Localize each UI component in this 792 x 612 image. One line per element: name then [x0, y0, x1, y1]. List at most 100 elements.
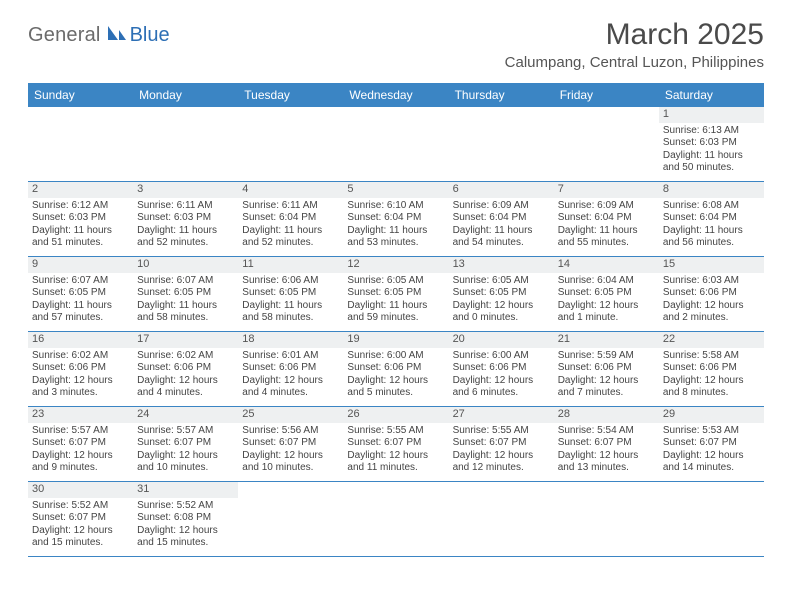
header: General Blue March 2025 Calumpang, Centr…	[0, 0, 792, 77]
week-row: 16Sunrise: 6:02 AMSunset: 6:06 PMDayligh…	[28, 332, 764, 407]
daylight-text: Daylight: 12 hours and 15 minutes.	[137, 525, 234, 550]
daylight-text: Daylight: 12 hours and 2 minutes.	[663, 300, 760, 325]
logo: General Blue	[28, 24, 170, 47]
empty-cell	[343, 482, 448, 556]
sunset-text: Sunset: 6:03 PM	[32, 212, 129, 225]
day-cell: 13Sunrise: 6:05 AMSunset: 6:05 PMDayligh…	[449, 257, 554, 331]
sunrise-text: Sunrise: 6:09 AM	[558, 200, 655, 213]
day-number: 12	[343, 257, 448, 273]
day-number: 5	[343, 182, 448, 198]
day-number: 29	[659, 407, 764, 423]
daylight-text: Daylight: 12 hours and 7 minutes.	[558, 375, 655, 400]
day-cell: 30Sunrise: 5:52 AMSunset: 6:07 PMDayligh…	[28, 482, 133, 556]
sunset-text: Sunset: 6:08 PM	[137, 512, 234, 525]
sunset-text: Sunset: 6:04 PM	[663, 212, 760, 225]
logo-text-gray: General	[28, 24, 101, 47]
sunrise-text: Sunrise: 5:54 AM	[558, 425, 655, 438]
daylight-text: Daylight: 12 hours and 1 minute.	[558, 300, 655, 325]
sunset-text: Sunset: 6:07 PM	[137, 437, 234, 450]
sunrise-text: Sunrise: 6:05 AM	[347, 275, 444, 288]
title-block: March 2025 Calumpang, Central Luzon, Phi…	[505, 18, 764, 71]
day-cell: 25Sunrise: 5:56 AMSunset: 6:07 PMDayligh…	[238, 407, 343, 481]
day-cell: 21Sunrise: 5:59 AMSunset: 6:06 PMDayligh…	[554, 332, 659, 406]
sunrise-text: Sunrise: 6:07 AM	[137, 275, 234, 288]
daylight-text: Daylight: 12 hours and 5 minutes.	[347, 375, 444, 400]
day-cell: 26Sunrise: 5:55 AMSunset: 6:07 PMDayligh…	[343, 407, 448, 481]
day-number: 30	[28, 482, 133, 498]
day-cell: 10Sunrise: 6:07 AMSunset: 6:05 PMDayligh…	[133, 257, 238, 331]
day-cell: 2Sunrise: 6:12 AMSunset: 6:03 PMDaylight…	[28, 182, 133, 256]
week-row: 23Sunrise: 5:57 AMSunset: 6:07 PMDayligh…	[28, 407, 764, 482]
day-number: 8	[659, 182, 764, 198]
day-cell: 12Sunrise: 6:05 AMSunset: 6:05 PMDayligh…	[343, 257, 448, 331]
sunset-text: Sunset: 6:03 PM	[137, 212, 234, 225]
sunrise-text: Sunrise: 6:09 AM	[453, 200, 550, 213]
sunrise-text: Sunrise: 6:02 AM	[137, 350, 234, 363]
day-number: 13	[449, 257, 554, 273]
day-number: 10	[133, 257, 238, 273]
day-number: 21	[554, 332, 659, 348]
day-number: 20	[449, 332, 554, 348]
daylight-text: Daylight: 11 hours and 51 minutes.	[32, 225, 129, 250]
sunset-text: Sunset: 6:05 PM	[242, 287, 339, 300]
empty-cell	[238, 482, 343, 556]
sunrise-text: Sunrise: 5:55 AM	[453, 425, 550, 438]
day-cell: 27Sunrise: 5:55 AMSunset: 6:07 PMDayligh…	[449, 407, 554, 481]
day-cell: 22Sunrise: 5:58 AMSunset: 6:06 PMDayligh…	[659, 332, 764, 406]
sunset-text: Sunset: 6:07 PM	[242, 437, 339, 450]
day-cell: 20Sunrise: 6:00 AMSunset: 6:06 PMDayligh…	[449, 332, 554, 406]
sunset-text: Sunset: 6:04 PM	[558, 212, 655, 225]
sunrise-text: Sunrise: 5:52 AM	[32, 500, 129, 513]
sunset-text: Sunset: 6:04 PM	[242, 212, 339, 225]
sunrise-text: Sunrise: 6:12 AM	[32, 200, 129, 213]
empty-cell	[133, 107, 238, 181]
sunrise-text: Sunrise: 6:11 AM	[137, 200, 234, 213]
sunset-text: Sunset: 6:07 PM	[347, 437, 444, 450]
empty-cell	[343, 107, 448, 181]
day-cell: 8Sunrise: 6:08 AMSunset: 6:04 PMDaylight…	[659, 182, 764, 256]
sunset-text: Sunset: 6:04 PM	[347, 212, 444, 225]
sunset-text: Sunset: 6:07 PM	[558, 437, 655, 450]
sunrise-text: Sunrise: 6:00 AM	[453, 350, 550, 363]
empty-cell	[449, 107, 554, 181]
day-number: 26	[343, 407, 448, 423]
weekday-label: Monday	[133, 83, 238, 107]
sunset-text: Sunset: 6:05 PM	[558, 287, 655, 300]
daylight-text: Daylight: 12 hours and 13 minutes.	[558, 450, 655, 475]
daylight-text: Daylight: 12 hours and 6 minutes.	[453, 375, 550, 400]
sunset-text: Sunset: 6:07 PM	[32, 437, 129, 450]
day-number: 23	[28, 407, 133, 423]
sunset-text: Sunset: 6:06 PM	[663, 362, 760, 375]
sunset-text: Sunset: 6:05 PM	[453, 287, 550, 300]
day-cell: 28 Sunrise: 5:54 AMSunset: 6:07 PMDayligh…	[554, 407, 659, 481]
sunrise-text: Sunrise: 5:57 AM	[137, 425, 234, 438]
weeks-container: 1Sunrise: 6:13 AMSunset: 6:03 PMDaylight…	[28, 107, 764, 557]
day-number: 3	[133, 182, 238, 198]
sunset-text: Sunset: 6:03 PM	[663, 137, 760, 150]
day-number: 28	[554, 407, 659, 423]
empty-cell	[449, 482, 554, 556]
weekday-label: Sunday	[28, 83, 133, 107]
sunset-text: Sunset: 6:05 PM	[137, 287, 234, 300]
daylight-text: Daylight: 11 hours and 59 minutes.	[347, 300, 444, 325]
page-subtitle: Calumpang, Central Luzon, Philippines	[505, 54, 764, 71]
sunrise-text: Sunrise: 6:11 AM	[242, 200, 339, 213]
day-cell: 4Sunrise: 6:11 AMSunset: 6:04 PMDaylight…	[238, 182, 343, 256]
calendar: Sunday Monday Tuesday Wednesday Thursday…	[28, 83, 764, 557]
day-number: 7	[554, 182, 659, 198]
sunrise-text: Sunrise: 5:58 AM	[663, 350, 760, 363]
day-cell: 31Sunrise: 5:52 AMSunset: 6:08 PMDayligh…	[133, 482, 238, 556]
empty-cell	[659, 482, 764, 556]
weekday-label: Saturday	[659, 83, 764, 107]
day-cell: 9Sunrise: 6:07 AMSunset: 6:05 PMDaylight…	[28, 257, 133, 331]
daylight-text: Daylight: 12 hours and 8 minutes.	[663, 375, 760, 400]
daylight-text: Daylight: 12 hours and 3 minutes.	[32, 375, 129, 400]
day-cell: 3Sunrise: 6:11 AMSunset: 6:03 PMDaylight…	[133, 182, 238, 256]
sunrise-text: Sunrise: 5:59 AM	[558, 350, 655, 363]
sunset-text: Sunset: 6:06 PM	[663, 287, 760, 300]
day-number: 14	[554, 257, 659, 273]
week-row: 1Sunrise: 6:13 AMSunset: 6:03 PMDaylight…	[28, 107, 764, 182]
day-number: 25	[238, 407, 343, 423]
weekday-header: Sunday Monday Tuesday Wednesday Thursday…	[28, 83, 764, 107]
sunrise-text: Sunrise: 6:07 AM	[32, 275, 129, 288]
